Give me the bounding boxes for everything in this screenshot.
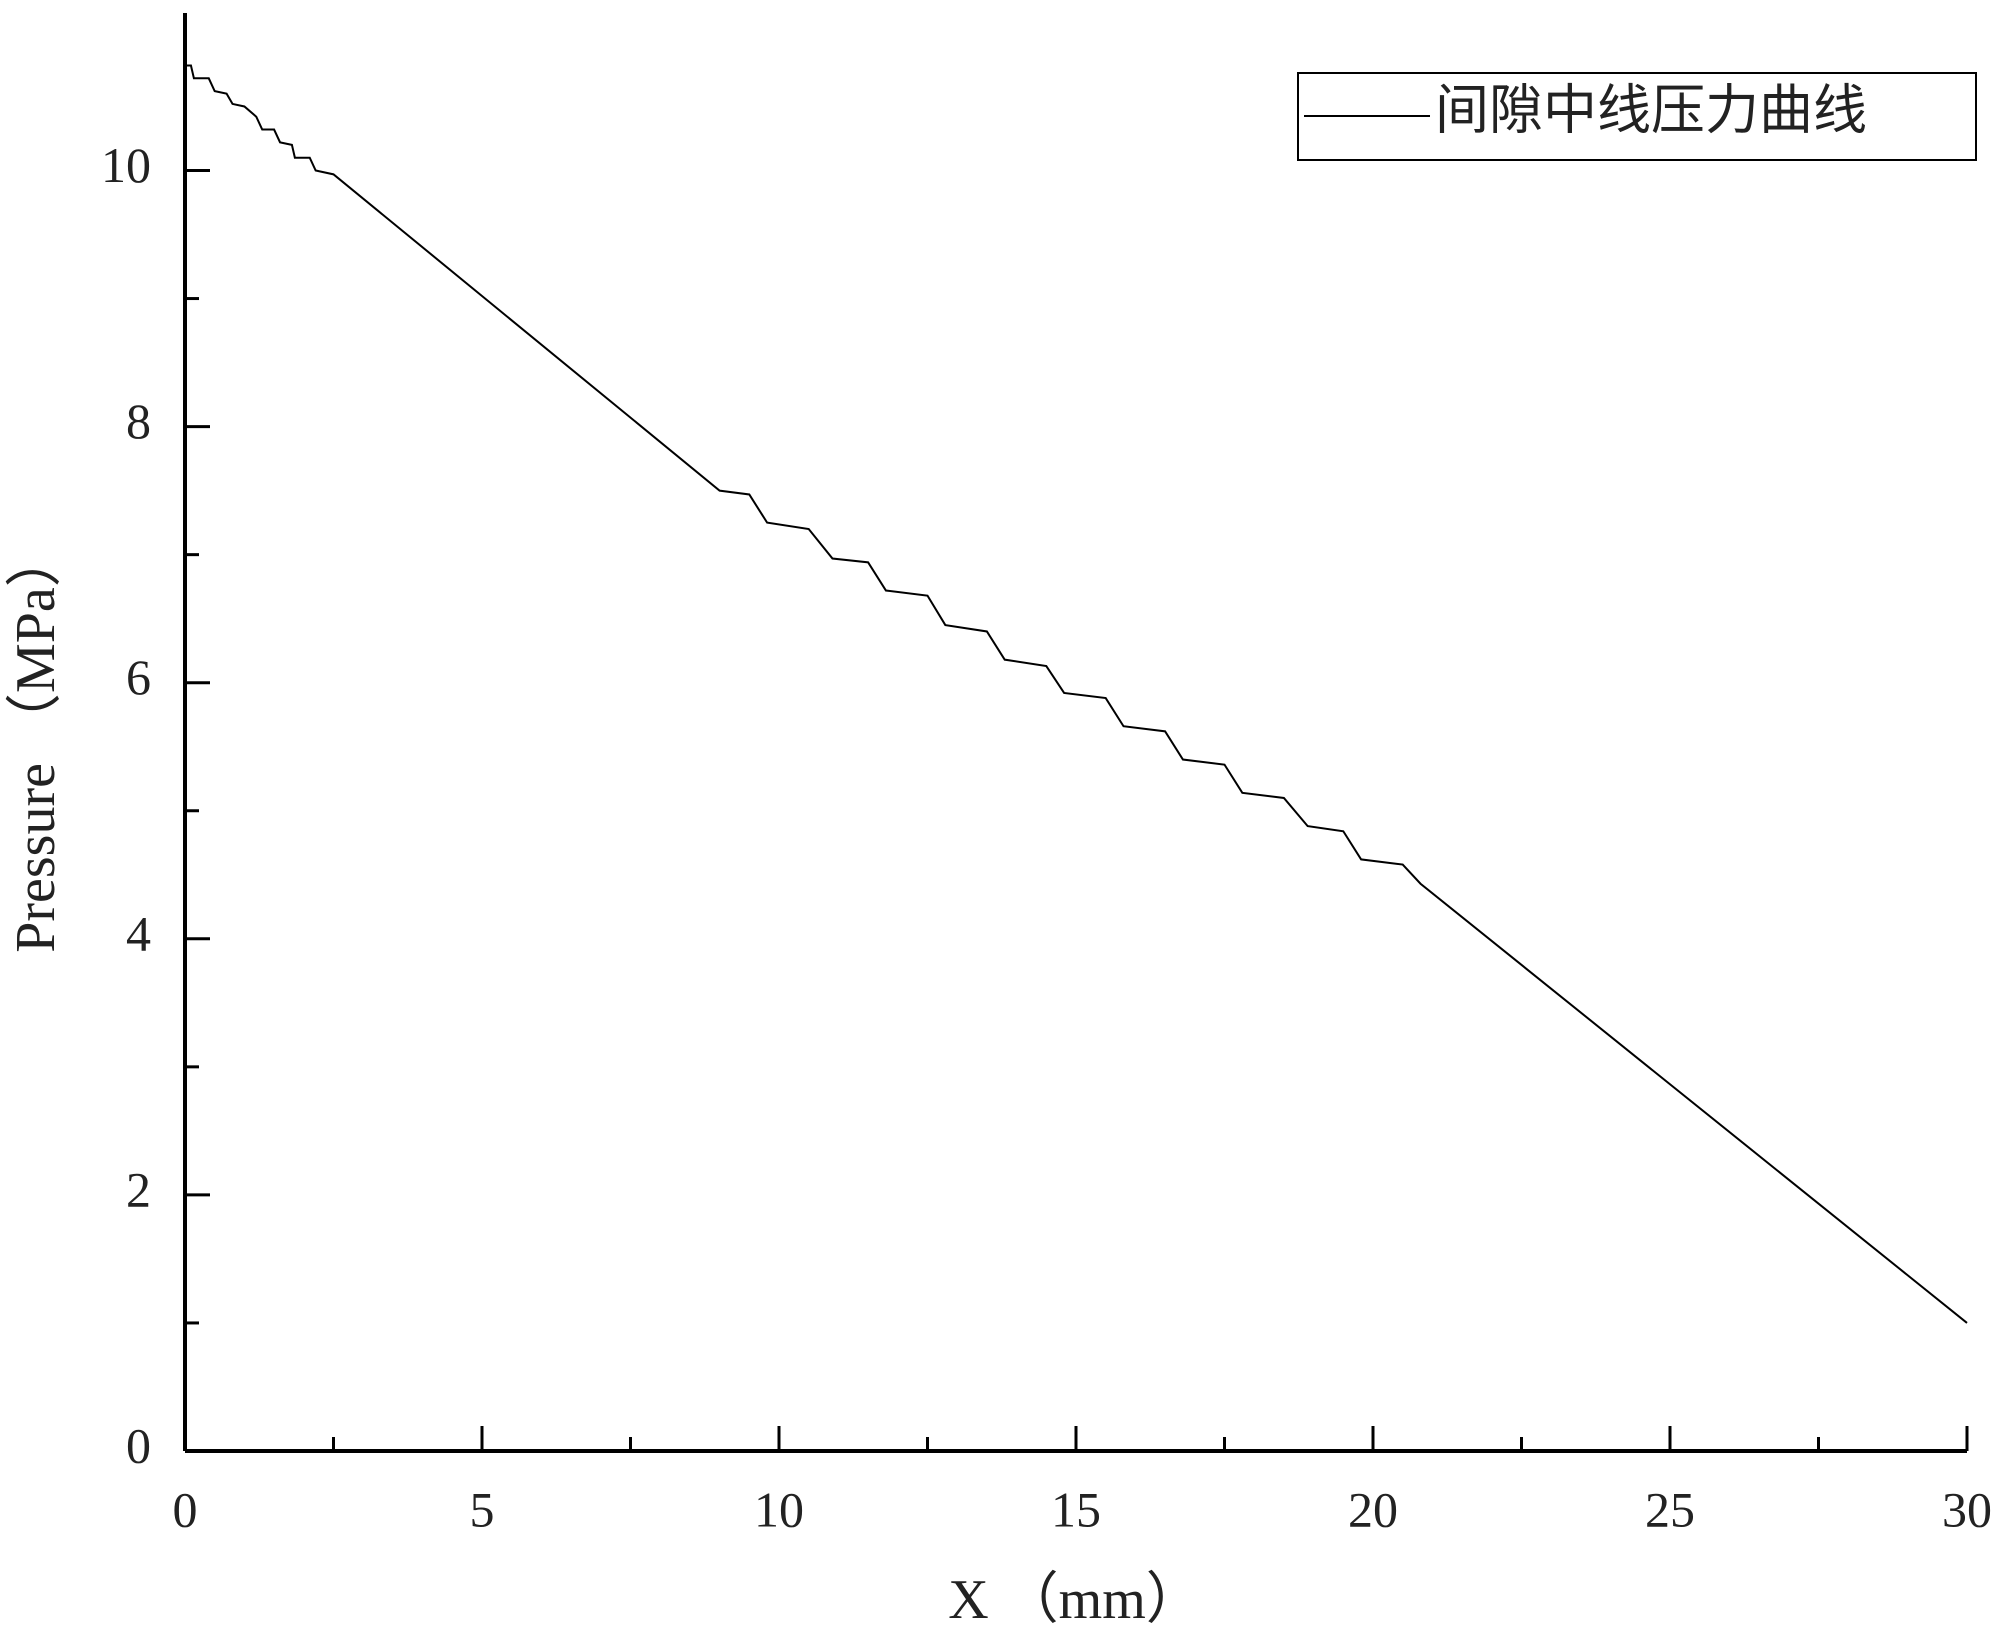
x-tick-label: 25 bbox=[1645, 1481, 1695, 1537]
y-tick-label: 8 bbox=[126, 393, 151, 449]
x-tick-label: 20 bbox=[1348, 1481, 1398, 1537]
y-tick-label: 10 bbox=[101, 137, 151, 193]
x-tick-label: 15 bbox=[1051, 1481, 1101, 1537]
x-tick-label: 5 bbox=[470, 1481, 495, 1537]
x-tick-label: 10 bbox=[754, 1481, 804, 1537]
legend-label: 间隙中线压力曲线 bbox=[1435, 80, 1867, 140]
y-tick-label: 2 bbox=[126, 1161, 151, 1217]
x-axis-title: X （mm） bbox=[948, 1569, 1202, 1631]
y-axis-title: Pressure （MPa） bbox=[5, 531, 67, 953]
x-tick-label: 30 bbox=[1942, 1481, 1992, 1537]
y-tick-label: 6 bbox=[126, 649, 151, 705]
x-tick-label: 0 bbox=[173, 1481, 198, 1537]
y-tick-label: 0 bbox=[126, 1417, 151, 1473]
data-line bbox=[185, 64, 1968, 1324]
y-tick-label: 4 bbox=[126, 905, 151, 961]
